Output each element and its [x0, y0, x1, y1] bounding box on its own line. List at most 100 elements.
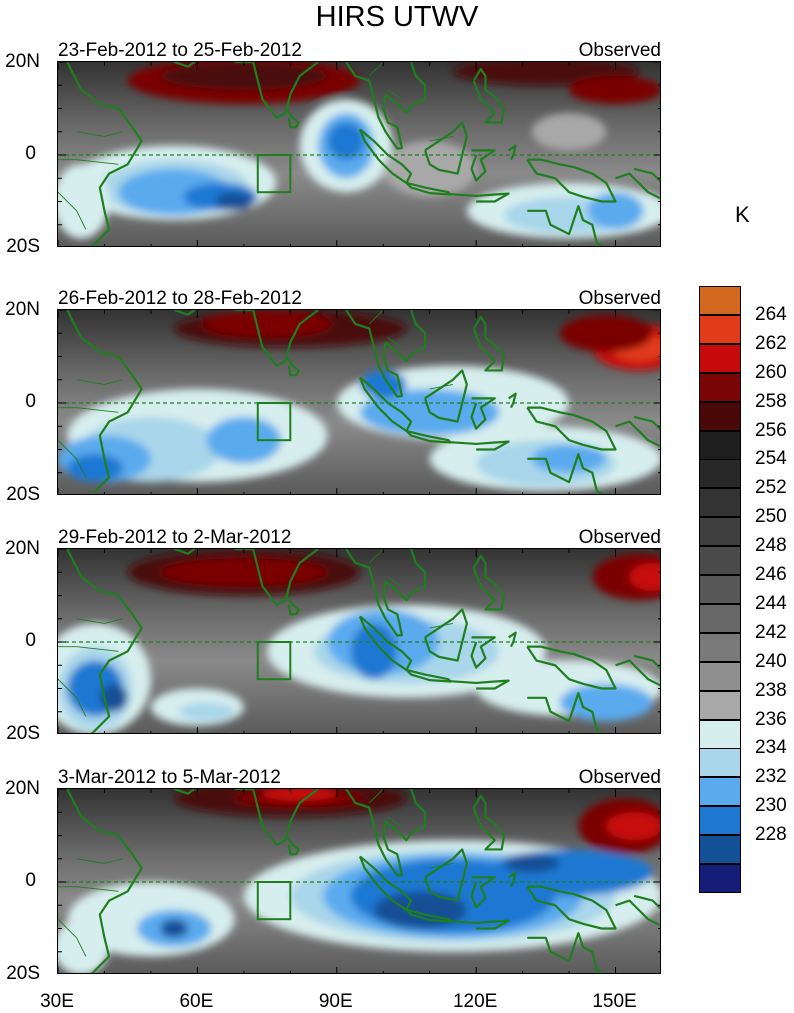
colorbar-swatch	[699, 719, 741, 749]
country-border	[58, 439, 87, 478]
contour-region	[178, 702, 235, 722]
coastline	[424, 121, 468, 175]
region-box	[256, 641, 292, 681]
coastline	[448, 679, 510, 690]
contour-region	[569, 75, 660, 104]
colorbar-label: 244	[755, 592, 787, 614]
coastline	[508, 871, 517, 888]
latitude-tick-label: 20S	[6, 236, 40, 257]
coastline	[448, 440, 510, 451]
country-border	[368, 310, 384, 325]
coastline	[173, 310, 197, 316]
colorbar-label: 234	[755, 737, 787, 759]
colorbar-swatch	[699, 575, 741, 604]
coastline	[527, 453, 605, 494]
latitude-tick-label: 20S	[6, 723, 40, 744]
colorbar-label: 258	[755, 390, 787, 412]
colorbar-swatch	[699, 661, 741, 691]
coastline	[615, 899, 660, 927]
colorbar-label: 240	[755, 650, 787, 672]
coastline	[66, 310, 143, 494]
coastline	[173, 549, 197, 555]
panel-label: Observed	[578, 767, 661, 788]
latitude-tick-label: 20N	[5, 299, 40, 320]
country-border	[368, 789, 384, 804]
coastline	[358, 376, 413, 433]
colorbar-label: 252	[755, 477, 787, 499]
colorbar-units: K	[735, 202, 750, 227]
latitude-tick-label: 20N	[5, 778, 40, 799]
coastline	[287, 597, 300, 616]
country-border	[76, 858, 124, 864]
colorbar-swatch	[699, 372, 741, 402]
colorbar-swatch	[699, 632, 741, 662]
map-field	[58, 310, 660, 494]
colorbar-swatch	[699, 546, 741, 576]
coastline	[470, 397, 496, 430]
coastline	[358, 615, 413, 672]
contour-region	[327, 122, 365, 160]
coastline	[633, 654, 660, 670]
longitude-tick-label: 120E	[452, 991, 498, 1012]
coastline	[424, 369, 468, 423]
coastline	[234, 549, 319, 606]
coastline	[526, 406, 617, 451]
longitude-tick-label: 30E	[40, 991, 74, 1012]
coastline	[358, 128, 413, 185]
colorbar-label: 250	[755, 506, 787, 528]
country-border	[429, 383, 454, 390]
colorbar-label: 254	[755, 448, 787, 470]
coastline	[470, 149, 496, 182]
country-border	[429, 135, 454, 142]
colorbar-label: 256	[755, 419, 787, 441]
map-panel	[57, 788, 661, 974]
latitude-tick-label: 20N	[5, 538, 40, 559]
country-border	[76, 379, 124, 385]
map-field	[58, 789, 660, 973]
longitude-tick-label: 150E	[592, 991, 637, 1012]
country-border	[58, 678, 87, 717]
region-box	[256, 881, 292, 921]
colorbar-swatch	[699, 401, 741, 431]
contour-region	[531, 444, 607, 473]
latitude-tick-label: 0	[25, 870, 36, 891]
coastline	[633, 415, 660, 431]
coastline	[633, 167, 660, 183]
contour-region	[504, 854, 560, 873]
panel-label: Observed	[578, 40, 661, 61]
coastline	[472, 67, 506, 124]
coastline	[234, 789, 319, 846]
coastline	[526, 645, 617, 690]
colorbar-swatch	[699, 430, 741, 460]
coastline	[508, 144, 517, 161]
colorbar-label: 230	[755, 795, 787, 817]
panel-title: 3-Mar-2012 to 5-Mar-2012	[58, 767, 281, 788]
contour-region	[629, 562, 660, 591]
colorbar-swatch	[699, 835, 741, 865]
coastline	[472, 554, 506, 611]
coastline	[470, 876, 496, 909]
coastline	[345, 549, 427, 637]
latitude-tick-label: 0	[25, 391, 36, 412]
longitude-tick-label: 60E	[179, 991, 214, 1012]
country-border	[58, 159, 119, 165]
coastline	[526, 885, 617, 930]
coastline	[527, 205, 605, 246]
colorbar-label: 248	[755, 535, 787, 557]
coastline	[287, 358, 300, 377]
coastline	[615, 420, 660, 448]
colorbar-swatch	[699, 806, 741, 836]
coastline	[234, 310, 319, 367]
coastline	[448, 192, 510, 203]
coastline	[472, 794, 506, 851]
colorbar-swatch	[699, 459, 741, 489]
contour-region	[206, 416, 282, 464]
country-border	[58, 646, 119, 652]
contour-region	[58, 164, 110, 239]
coastline	[66, 789, 143, 973]
coastline	[287, 110, 300, 129]
panel-title: 26-Feb-2012 to 28-Feb-2012	[58, 288, 302, 309]
coastline	[424, 848, 468, 902]
coastline	[287, 837, 300, 856]
map-panel	[57, 61, 661, 247]
